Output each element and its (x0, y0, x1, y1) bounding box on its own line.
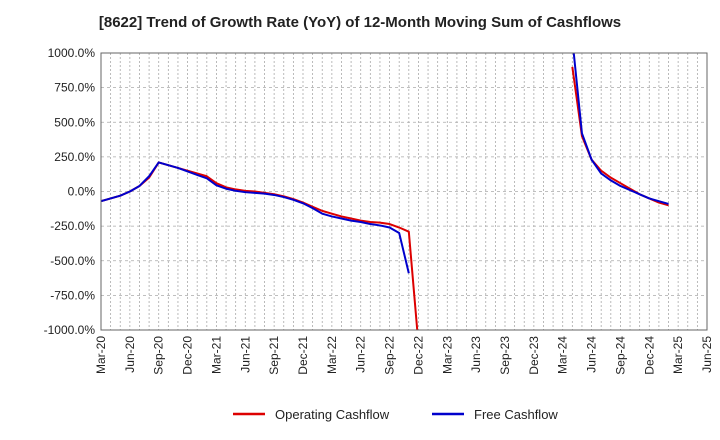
y-tick-label: -1000.0% (44, 323, 96, 337)
grid (101, 53, 707, 330)
y-tick-label: 0.0% (68, 185, 96, 199)
x-tick-label: Mar-23 (440, 336, 454, 374)
y-tick-label: -250.0% (50, 219, 95, 233)
x-axis: Mar-20 Jun-20 Sep-20 Dec-20 Mar-21 Jun-21 Sep-… (94, 336, 714, 375)
y-tick-label: 250.0% (54, 150, 95, 164)
x-tick-label: Dec-23 (527, 336, 541, 375)
legend-label: Operating Cashflow (275, 407, 390, 422)
x-tick-label: Mar-25 (671, 336, 685, 374)
y-tick-label: 1000.0% (48, 46, 96, 60)
x-tick-label: Sep-24 (613, 336, 627, 375)
x-tick-label: Mar-24 (556, 336, 570, 374)
x-tick-label: Sep-22 (383, 336, 397, 375)
series-line-free-cashflow (101, 161, 410, 274)
x-tick-label: Jun-20 (123, 336, 137, 373)
x-tick-label: Dec-24 (642, 336, 656, 375)
x-tick-label: Jun-22 (354, 336, 368, 373)
x-tick-label: Jun-23 (469, 336, 483, 373)
x-tick-label: Sep-23 (498, 336, 512, 375)
legend-label: Free Cashflow (474, 407, 558, 422)
x-tick-label: Mar-22 (325, 336, 339, 374)
x-tick-label: Mar-21 (209, 336, 223, 374)
series-line-operating-cashflow (101, 161, 419, 330)
x-tick-label: Dec-20 (181, 336, 195, 375)
series-lines (101, 53, 669, 330)
y-axis: 1000.0% 750.0% 500.0% 250.0% 0.0% -250.0% -500… (44, 46, 96, 337)
series-line-free-cashflow (572, 53, 669, 205)
y-tick-label: -500.0% (50, 254, 95, 268)
x-tick-label: Sep-20 (152, 336, 166, 375)
legend: Operating Cashflow Free Cashflow (233, 407, 558, 422)
x-tick-label: Jun-24 (585, 336, 599, 373)
y-tick-label: -750.0% (50, 288, 95, 302)
x-tick-label: Dec-21 (296, 336, 310, 375)
x-tick-label: Jun-25 (700, 336, 714, 373)
x-tick-label: Sep-21 (267, 336, 281, 375)
chart-title: [8622] Trend of Growth Rate (YoY) of 12-… (98, 14, 622, 31)
y-tick-label: 500.0% (54, 115, 95, 129)
x-tick-label: Dec-22 (411, 336, 425, 375)
plot-area (100, 52, 708, 331)
y-tick-label: 750.0% (54, 81, 95, 95)
x-tick-label: Mar-20 (94, 336, 108, 374)
x-tick-label: Jun-21 (238, 336, 252, 373)
